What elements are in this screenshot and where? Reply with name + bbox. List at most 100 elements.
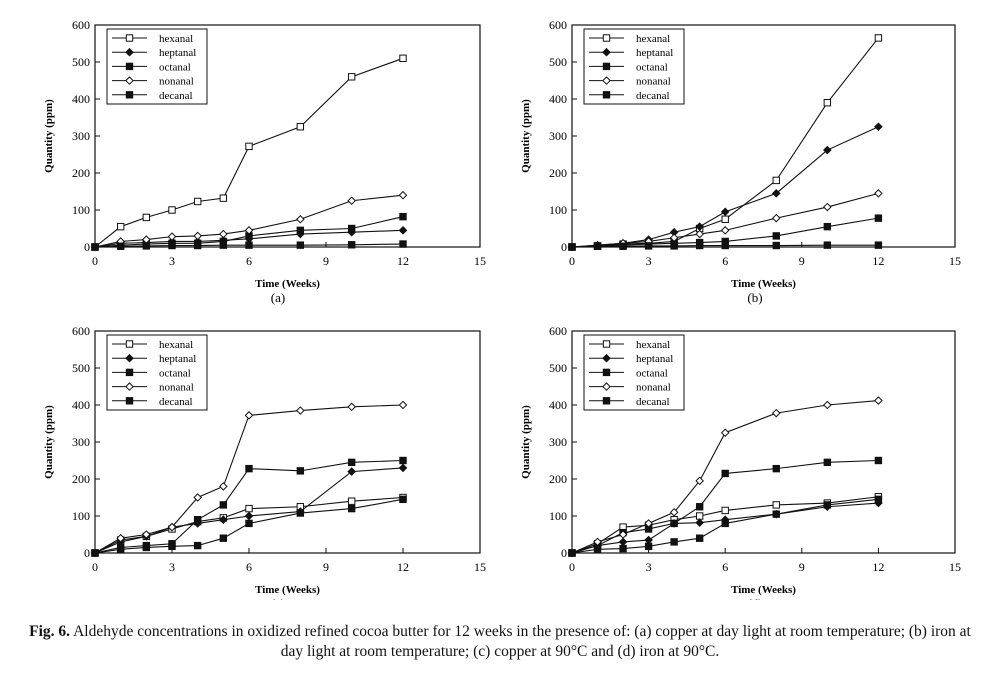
data-point-decanal — [91, 549, 99, 557]
series-line-decanal — [571, 244, 879, 248]
data-point-heptanal — [771, 189, 781, 198]
data-point-octanal — [193, 516, 202, 524]
data-point-nonanal — [771, 213, 781, 223]
data-point-octanal — [823, 458, 832, 467]
legend-marker-hexanal — [602, 340, 611, 348]
x-tick-label: 3 — [169, 560, 175, 574]
x-tick-label: 15 — [949, 560, 961, 574]
data-point-decanal — [296, 241, 305, 249]
data-point-decanal — [91, 243, 99, 251]
legend-marker-heptanal — [125, 47, 134, 57]
y-tick-label: 0 — [561, 546, 567, 560]
data-point-nonanal — [695, 476, 704, 486]
data-point-hexanal — [721, 215, 729, 223]
data-point-octanal — [695, 503, 704, 511]
data-point-nonanal — [347, 402, 356, 412]
x-tick-label: 12 — [397, 254, 409, 268]
legend-marker-octanal — [602, 368, 611, 377]
x-tick-label: 0 — [92, 254, 98, 268]
data-point-decanal — [568, 549, 576, 557]
data-point-heptanal — [347, 467, 356, 476]
x-tick-label: 15 — [474, 254, 486, 268]
y-tick-label: 600 — [549, 18, 567, 32]
data-point-heptanal — [644, 535, 653, 545]
data-point-hexanal — [219, 194, 228, 202]
data-point-nonanal — [398, 400, 408, 410]
x-tick-label: 0 — [92, 560, 98, 574]
legend-marker-octanal — [125, 368, 134, 377]
y-tick-label: 0 — [84, 240, 90, 254]
data-point-heptanal — [219, 515, 228, 525]
data-point-nonanal — [823, 400, 832, 410]
data-point-heptanal — [618, 537, 628, 547]
legend-marker-octanal — [125, 62, 134, 71]
series-decanal — [568, 495, 883, 557]
data-point-decanal — [168, 542, 176, 551]
data-point-decanal — [116, 545, 125, 553]
series-line-octanal — [571, 459, 879, 554]
legend-label-hexanal: hexanal — [636, 339, 670, 351]
x-tick-label: 6 — [246, 560, 252, 574]
data-point-decanal — [568, 243, 576, 251]
data-point-hexanal — [347, 497, 356, 505]
x-tick-label: 9 — [323, 254, 329, 268]
legend-label-decanal: decanal — [636, 90, 670, 102]
legend-label-heptanal: heptanal — [159, 353, 196, 365]
data-point-nonanal — [720, 428, 730, 438]
data-point-decanal — [874, 495, 883, 504]
data-point-octanal — [721, 469, 729, 478]
panel-label: (b) — [747, 290, 762, 305]
legend-marker-nonanal — [602, 76, 611, 85]
x-tick-label: 9 — [799, 254, 805, 268]
data-point-decanal — [347, 241, 356, 249]
data-point-hexanal — [142, 213, 151, 222]
y-tick-label: 500 — [549, 361, 567, 375]
figure-caption: Fig. 6. Aldehyde concentrations in oxidi… — [20, 622, 980, 662]
data-point-hexanal — [772, 176, 780, 185]
data-point-heptanal — [720, 207, 730, 217]
data-point-nonanal — [167, 232, 177, 241]
x-tick-label: 15 — [474, 560, 486, 574]
y-axis-title: Quantity (ppm) — [520, 405, 532, 479]
data-point-octanal — [823, 222, 832, 231]
data-point-decanal — [116, 242, 125, 250]
y-axis-title: Quantity (ppm) — [43, 99, 55, 173]
legend-label-decanal: decanal — [636, 396, 670, 408]
data-point-hexanal — [399, 54, 407, 62]
data-point-nonanal — [695, 229, 704, 239]
data-point-decanal — [823, 501, 832, 509]
x-axis-title: Time (Weeks) — [731, 584, 796, 596]
chart-panel-d: 0 100 200 300 400 500 600 0 3 6 9 12 15 Time (Weeks) Q… — [520, 324, 961, 600]
data-point-decanal — [245, 519, 253, 528]
y-tick-label: 300 — [549, 435, 567, 449]
data-point-decanal — [168, 241, 176, 250]
y-tick-label: 100 — [72, 509, 90, 523]
data-point-nonanal — [244, 411, 254, 420]
data-point-decanal — [193, 541, 202, 550]
data-point-decanal — [670, 538, 678, 546]
data-point-hexanal — [874, 34, 883, 42]
series-line-nonanal — [94, 194, 404, 248]
data-point-heptanal — [398, 226, 408, 235]
legend: hexanal heptanal octanal nonanal decanal — [583, 28, 685, 105]
data-point-heptanal — [874, 122, 883, 132]
data-point-decanal — [670, 242, 678, 250]
series-line-heptanal — [94, 467, 404, 554]
legend-marker-nonanal — [602, 382, 611, 391]
panel-label: (d) — [747, 596, 762, 600]
data-point-nonanal — [219, 229, 228, 239]
caption-text: Aldehyde concentrations in oxidized refi… — [73, 623, 971, 660]
data-point-decanal — [874, 241, 883, 249]
data-point-decanal — [219, 534, 228, 542]
legend-label-hexanal: hexanal — [159, 33, 193, 45]
legend-label-octanal: octanal — [636, 367, 668, 379]
legend-marker-heptanal — [602, 353, 611, 363]
y-tick-label: 200 — [72, 166, 90, 180]
data-point-octanal — [874, 456, 883, 465]
data-point-decanal — [399, 495, 407, 504]
data-point-octanal — [399, 456, 407, 465]
series-nonanal — [90, 400, 408, 558]
series-line-heptanal — [571, 502, 879, 554]
data-point-heptanal — [244, 511, 254, 521]
data-point-nonanal — [593, 537, 602, 547]
